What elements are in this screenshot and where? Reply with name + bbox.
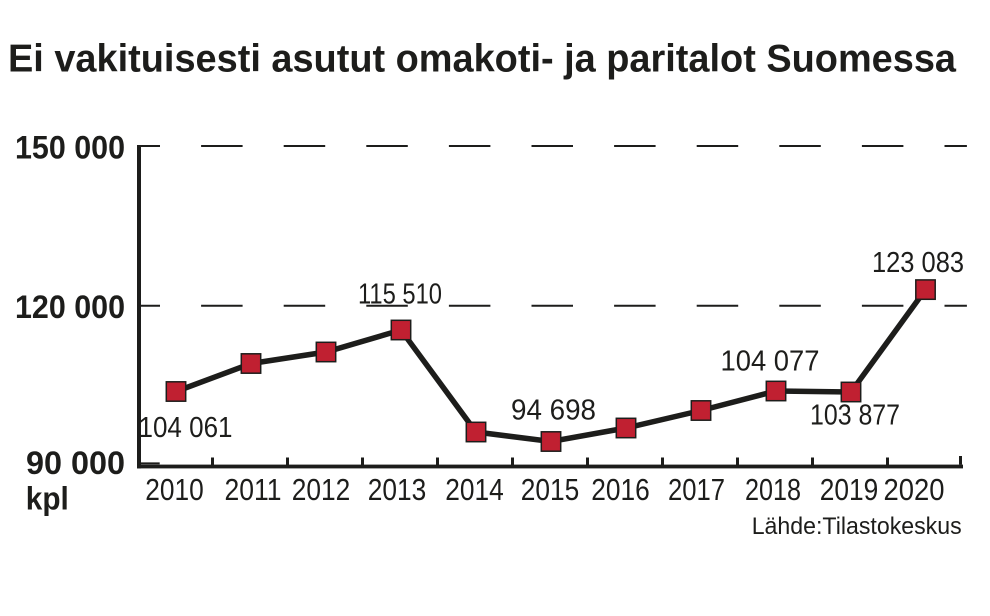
svg-text:2011: 2011: [225, 473, 282, 507]
svg-text:104 061: 104 061: [139, 412, 233, 444]
svg-text:90 000: 90 000: [26, 445, 125, 481]
svg-text:123 083: 123 083: [872, 247, 964, 279]
svg-text:120 000: 120 000: [15, 289, 125, 325]
svg-text:150 000: 150 000: [15, 130, 125, 166]
svg-text:2014: 2014: [445, 473, 504, 507]
svg-text:94 698: 94 698: [511, 395, 596, 427]
svg-text:115 510: 115 510: [358, 279, 442, 311]
svg-text:2013: 2013: [368, 473, 427, 507]
svg-text:Ei vakituisesti asutut omakoti: Ei vakituisesti asutut omakoti- ja parit…: [8, 38, 956, 81]
svg-text:104 077: 104 077: [721, 346, 820, 378]
svg-text:2019: 2019: [820, 473, 879, 507]
svg-text:103 877: 103 877: [810, 400, 900, 432]
svg-text:2010: 2010: [145, 473, 204, 507]
svg-text:kpl: kpl: [26, 481, 69, 517]
svg-text:Lähde:Tilastokeskus: Lähde:Tilastokeskus: [752, 513, 962, 540]
svg-text:2016: 2016: [591, 473, 650, 507]
svg-text:2020: 2020: [884, 473, 945, 507]
svg-text:2017: 2017: [668, 473, 725, 507]
svg-text:2015: 2015: [521, 473, 580, 507]
svg-text:2018: 2018: [745, 473, 801, 507]
svg-text:2012: 2012: [292, 473, 351, 507]
